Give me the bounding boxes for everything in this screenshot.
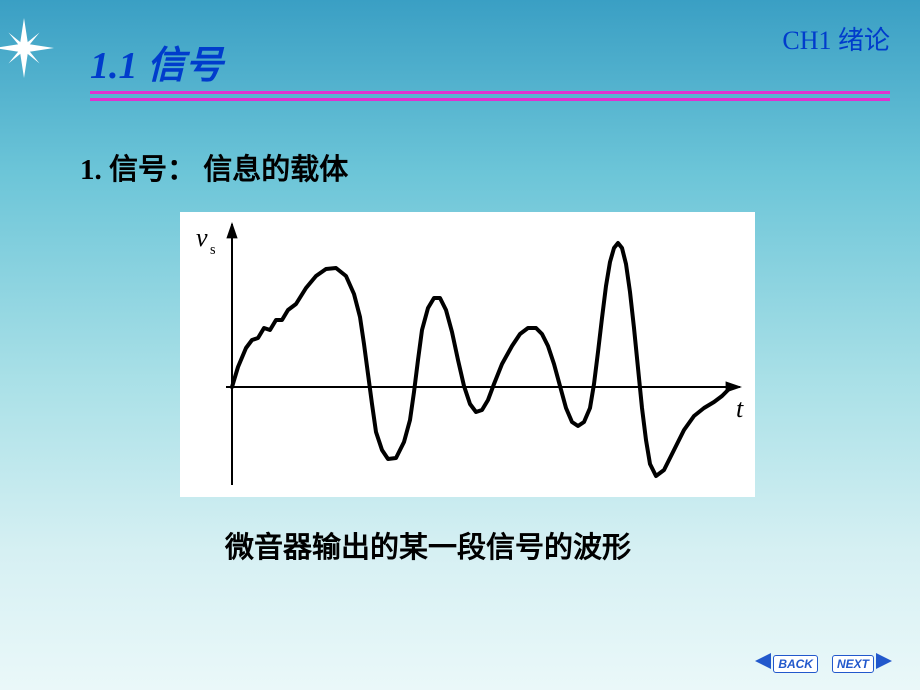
arrow-left-icon (753, 651, 773, 676)
section-title: 1.1 信号 (90, 34, 890, 89)
back-button[interactable]: BACK (753, 651, 818, 676)
svg-text:t: t (736, 394, 744, 423)
subtitle: 1. 信号： 信息的载体 (80, 146, 348, 188)
figure-caption: 微音器输出的某一段信号的波形 (225, 524, 631, 566)
section-title-block: 1.1 信号 (90, 34, 890, 105)
nav-buttons: BACK NEXT (753, 651, 894, 676)
back-label: BACK (773, 655, 818, 673)
next-button[interactable]: NEXT (832, 651, 894, 676)
svg-text:s: s (210, 242, 216, 258)
svg-text:v: v (196, 223, 208, 252)
arrow-right-icon (874, 651, 894, 676)
title-underline (90, 91, 890, 101)
next-label: NEXT (832, 655, 874, 673)
corner-star-icon (0, 18, 54, 83)
waveform-figure: vs t (180, 212, 755, 497)
